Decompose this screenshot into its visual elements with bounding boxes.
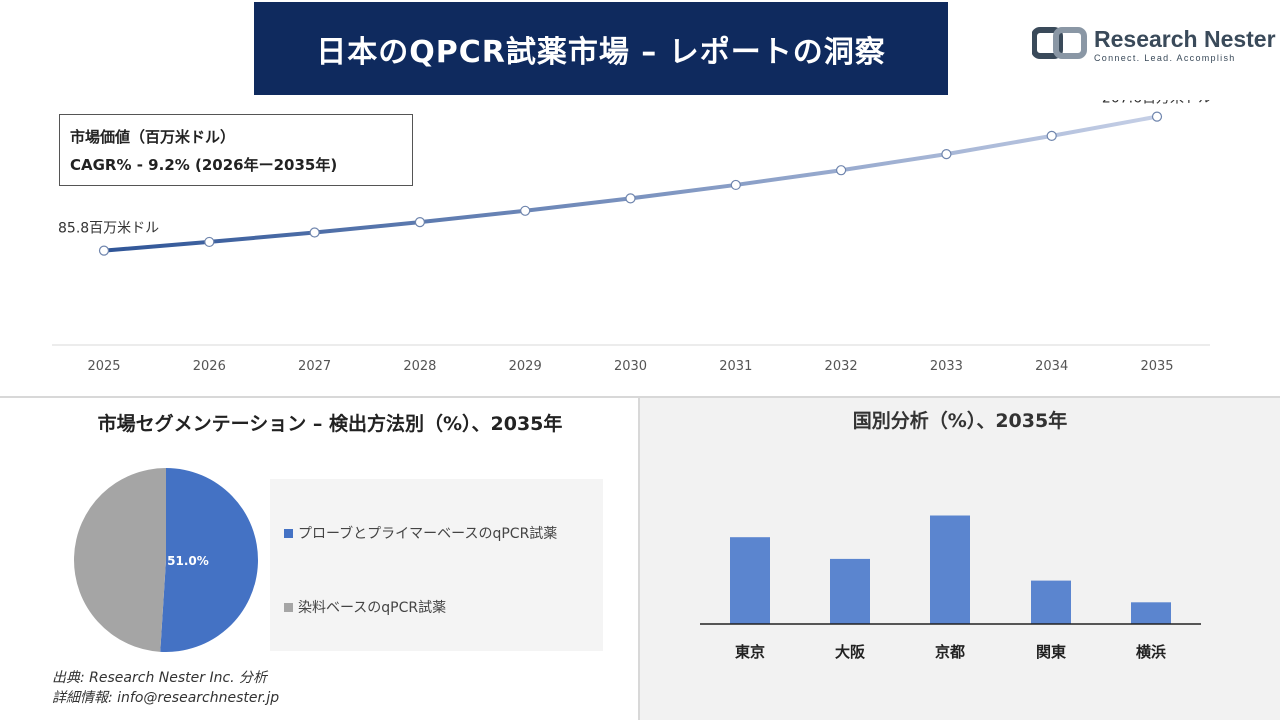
- x-tick-label: 2034: [1035, 359, 1068, 374]
- vertical-divider: [638, 398, 640, 720]
- country-title: 国別分析（%）、2035年: [852, 410, 1068, 432]
- horizontal-divider: [0, 396, 1280, 398]
- country-label: 関東: [1036, 643, 1066, 661]
- line-point: [941, 149, 952, 160]
- line-point: [1151, 111, 1163, 122]
- source-line: 出典: Research Nester Inc. 分析: [52, 670, 268, 686]
- legend-label: 染料ベースのqPCR試薬: [298, 600, 447, 616]
- x-tick-label: 2027: [298, 359, 331, 374]
- page-title: 日本のQPCR試薬市場 – レポートの洞察: [254, 2, 948, 95]
- line-point: [835, 165, 847, 176]
- legend-swatch-blue: [284, 528, 293, 538]
- logo-tagline: Connect. Lead. Accomplish: [1094, 53, 1236, 63]
- source-note: 出典: Research Nester Inc. 分析 詳細情報: info@r…: [52, 668, 279, 708]
- x-tick-label: 2026: [193, 359, 226, 374]
- legend-swatch-gray: [284, 602, 293, 612]
- line-point: [520, 205, 531, 216]
- country-bar-chart: 東京 大阪 京都 関東 横浜: [700, 515, 1201, 661]
- line-point: [309, 227, 320, 238]
- start-value-label: 85.8百万米ドル: [58, 221, 159, 237]
- country-bar: [830, 558, 870, 624]
- x-tick-label: 2033: [930, 359, 963, 374]
- line-point: [204, 236, 215, 248]
- country-bar: [730, 537, 770, 624]
- country-label: 東京: [735, 643, 765, 661]
- line-point: [414, 217, 425, 228]
- market-value-line-chart: 2025 2026 2027 2028 2029 2030 2031 2032 2033 2034…: [52, 100, 1212, 374]
- country-bar: [1031, 580, 1071, 624]
- x-tick-label: 2035: [1140, 359, 1173, 374]
- x-tick-label: 2025: [87, 359, 120, 374]
- country-label: 京都: [935, 643, 965, 661]
- pie-slice: [160, 468, 258, 652]
- legend-label: プローブとプライマーベースのqPCR試薬: [298, 526, 558, 542]
- x-tick-label: 2029: [509, 359, 542, 374]
- pie-legend: プローブとプライマーベースのqPCR試薬 染料ベースのqPCR試薬: [270, 479, 603, 651]
- x-tick-label: 2032: [825, 359, 858, 374]
- logo-name: Research Nester: [1094, 26, 1276, 52]
- market-value-line: [103, 114, 1158, 253]
- legend-item-probe-primer: プローブとプライマーベースのqPCR試薬: [284, 523, 557, 543]
- x-tick-label: 2030: [614, 359, 647, 374]
- pie-slice-label: 51.0%: [167, 554, 209, 568]
- market-value-box: 市場価値（百万米ドル） CAGR% - 9.2% (2026年ー2035年): [59, 114, 413, 186]
- x-tick-label: 2031: [719, 359, 752, 374]
- contact-line: 詳細情報: info@researchnester.jp: [52, 690, 280, 706]
- country-bar: [930, 515, 970, 624]
- line-point: [98, 245, 110, 256]
- pie-slice: [73, 468, 166, 652]
- cagr-label: CAGR% - 9.2% (2026年ー2035年): [70, 156, 338, 174]
- logo-mark-icon: [1031, 27, 1087, 59]
- segmentation-title: 市場セグメンテーション – 検出方法別（%）、2035年: [97, 413, 563, 435]
- research-nester-logo: Research Nester Connect. Lead. Accomplis…: [1031, 26, 1276, 66]
- line-point: [625, 193, 636, 204]
- country-label: 大阪: [835, 643, 866, 661]
- x-tick-label: 2028: [403, 359, 436, 374]
- detection-method-pie-chart: 51.0%: [73, 468, 258, 652]
- country-label: 横浜: [1136, 643, 1166, 661]
- legend-item-dye: 染料ベースのqPCR試薬: [284, 597, 446, 617]
- country-bar: [1131, 602, 1171, 624]
- country-panel: 国別分析（%）、2035年 東京 大阪 京都 関東 横浜: [640, 398, 1280, 720]
- line-point: [730, 179, 741, 191]
- market-value-label: 市場価値（百万米ドル）: [70, 128, 236, 146]
- segmentation-panel: 市場セグメンテーション – 検出方法別（%）、2035年 51.0% プローブと…: [0, 398, 638, 720]
- end-value-label: 207.6百万米ドル: [1102, 100, 1212, 107]
- line-point: [1046, 130, 1057, 141]
